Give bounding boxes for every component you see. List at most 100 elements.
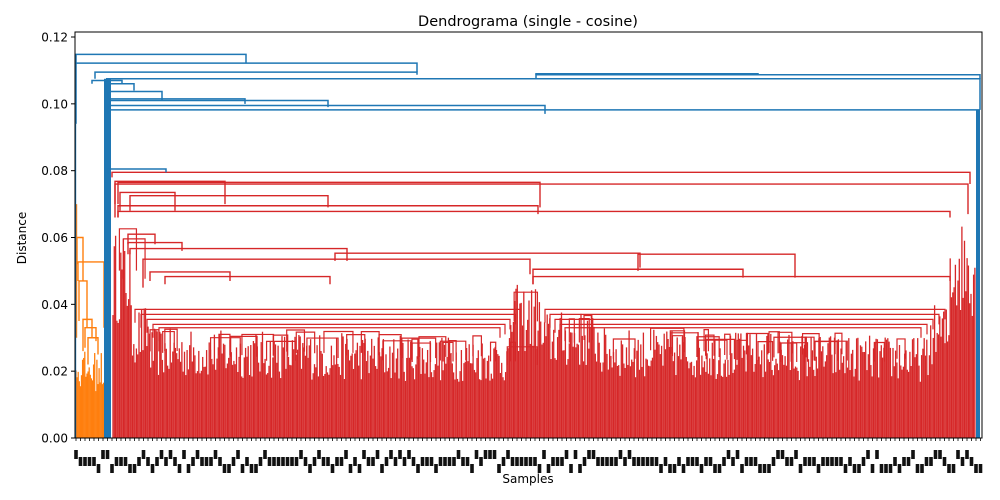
x-tick-label	[200, 457, 204, 466]
x-tick-label	[155, 457, 159, 466]
dendrogram-link	[360, 331, 380, 353]
x-tick-label	[911, 450, 915, 459]
x-tick-label	[389, 450, 393, 459]
dendrogram-link	[164, 275, 331, 285]
x-tick-label	[213, 450, 218, 459]
x-tick-label	[938, 450, 942, 459]
dendrogram-link	[87, 337, 99, 365]
dendrogram-link	[554, 318, 934, 333]
dendrogram-link	[449, 339, 457, 361]
dendrogram-link	[114, 183, 969, 218]
x-tick-label	[726, 450, 731, 459]
dendrogram-link	[411, 338, 419, 359]
x-tick-label	[339, 457, 344, 466]
x-tick-label	[407, 450, 411, 459]
dendrogram-link	[472, 335, 482, 357]
dendrogram-link	[777, 331, 793, 354]
dendrogram-link	[111, 171, 971, 185]
x-tick-label	[501, 457, 506, 466]
x-tick-label	[884, 464, 888, 473]
x-tick-label	[330, 464, 335, 473]
plot-frame	[74, 31, 983, 439]
x-tick-label	[492, 450, 497, 459]
x-tick-label	[830, 457, 834, 466]
x-tick-label	[546, 464, 551, 473]
dendrogram-link	[127, 233, 156, 245]
x-tick-label	[465, 457, 470, 466]
dendrogram-link	[162, 330, 175, 353]
dendrogram-link	[650, 327, 685, 351]
dendrogram-link	[532, 275, 951, 285]
dendrogram-link	[142, 258, 531, 288]
dendrogram-link	[549, 313, 940, 328]
x-tick-label	[744, 457, 749, 466]
x-tick-label	[627, 450, 632, 459]
x-tick-label	[321, 457, 326, 466]
x-tick-label	[380, 464, 384, 473]
x-tick-label	[578, 464, 582, 473]
x-tick-label	[537, 464, 542, 473]
dendrogram-link	[75, 53, 247, 64]
x-tick-label	[384, 457, 389, 466]
dendrogram-link	[804, 336, 815, 358]
x-tick-label	[222, 464, 227, 473]
x-tick-label	[434, 464, 438, 473]
x-tick-label	[168, 450, 173, 459]
x-tick-label	[902, 457, 906, 466]
x-tick-label	[479, 457, 483, 466]
dendrogram-link	[286, 329, 306, 352]
dendrogram-link	[873, 341, 885, 362]
dendrogram-link	[118, 228, 138, 271]
dendrogram-link	[117, 181, 541, 208]
x-tick-label	[551, 457, 555, 466]
dendrogram-link	[218, 333, 231, 356]
x-tick-label	[416, 464, 420, 473]
dendrogram-link	[152, 323, 506, 338]
dendrogram-link	[129, 195, 329, 211]
x-tick-label	[573, 450, 578, 459]
dendrogram-link	[107, 90, 163, 101]
x-tick-label	[308, 464, 312, 473]
x-tick-label	[960, 457, 965, 466]
dendrogram-link	[401, 337, 437, 359]
dendrogram-link	[418, 336, 447, 357]
dendrogram-link	[757, 341, 774, 361]
x-tick-label	[290, 457, 294, 466]
x-tick-label	[690, 457, 695, 466]
x-tick-label	[794, 450, 798, 459]
x-tick-label	[402, 457, 407, 466]
x-tick-label	[942, 457, 947, 466]
x-tick-label	[974, 464, 978, 473]
dendrogram-link	[773, 336, 807, 358]
x-tick-label	[258, 457, 263, 466]
dendrogram-link	[559, 323, 928, 338]
x-tick-label	[861, 457, 866, 466]
x-tick-label	[699, 464, 704, 473]
y-axis-label: Distance	[15, 212, 29, 264]
x-tick-label	[717, 464, 722, 473]
plot-area	[74, 31, 983, 439]
dendrogram-link	[705, 338, 736, 360]
x-tick-label	[780, 450, 785, 459]
x-tick-label	[510, 457, 515, 466]
x-tick-label	[740, 464, 744, 473]
dendrogram-link	[117, 210, 951, 218]
x-tick-label	[524, 457, 528, 466]
x-tick-label	[533, 457, 537, 466]
y-tick-label: 0.10	[41, 97, 68, 111]
dendrogram-link	[439, 340, 467, 361]
x-tick-label	[218, 457, 222, 466]
x-tick-label	[920, 464, 924, 473]
x-tick-label	[645, 457, 650, 466]
x-tick-label	[582, 457, 587, 466]
dendrogram-link	[105, 83, 135, 91]
dendrogram-link	[146, 318, 511, 333]
x-tick-label	[87, 457, 92, 466]
dendrogram-link	[109, 98, 246, 104]
x-tick-label	[767, 464, 771, 473]
x-tick-label	[344, 450, 348, 459]
x-tick-label	[560, 457, 564, 466]
x-tick-label	[182, 450, 186, 459]
x-tick-label	[915, 464, 920, 473]
x-tick-label	[317, 450, 321, 459]
